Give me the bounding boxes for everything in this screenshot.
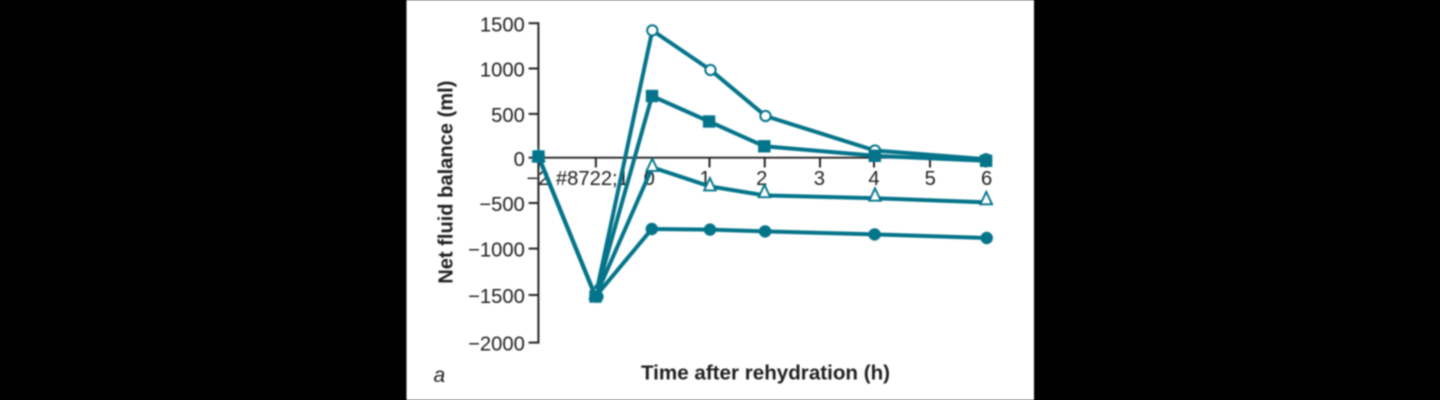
svg-text:4: 4 [868,168,879,190]
svg-text:−1500: −1500 [468,286,525,308]
svg-text:Time after rehydration (h): Time after rehydration (h) [641,362,890,385]
svg-text:Net fluid balance (ml): Net fluid balance (ml) [436,81,458,284]
svg-text:1500: 1500 [480,14,525,36]
svg-text:−1#8722;1: −1#8722;1 [556,168,629,190]
svg-text:5: 5 [925,168,936,190]
svg-text:−1000: −1000 [468,240,525,262]
svg-text:3: 3 [814,168,825,190]
svg-text:2: 2 [756,168,767,190]
svg-text:0: 0 [514,149,525,171]
svg-text:a: a [433,364,445,387]
svg-text:500: 500 [491,105,525,127]
svg-text:−2000: −2000 [468,334,525,356]
svg-text:−500: −500 [479,194,524,216]
svg-text:1000: 1000 [480,60,525,82]
svg-text:6: 6 [981,168,992,190]
svg-text:1: 1 [699,168,710,190]
